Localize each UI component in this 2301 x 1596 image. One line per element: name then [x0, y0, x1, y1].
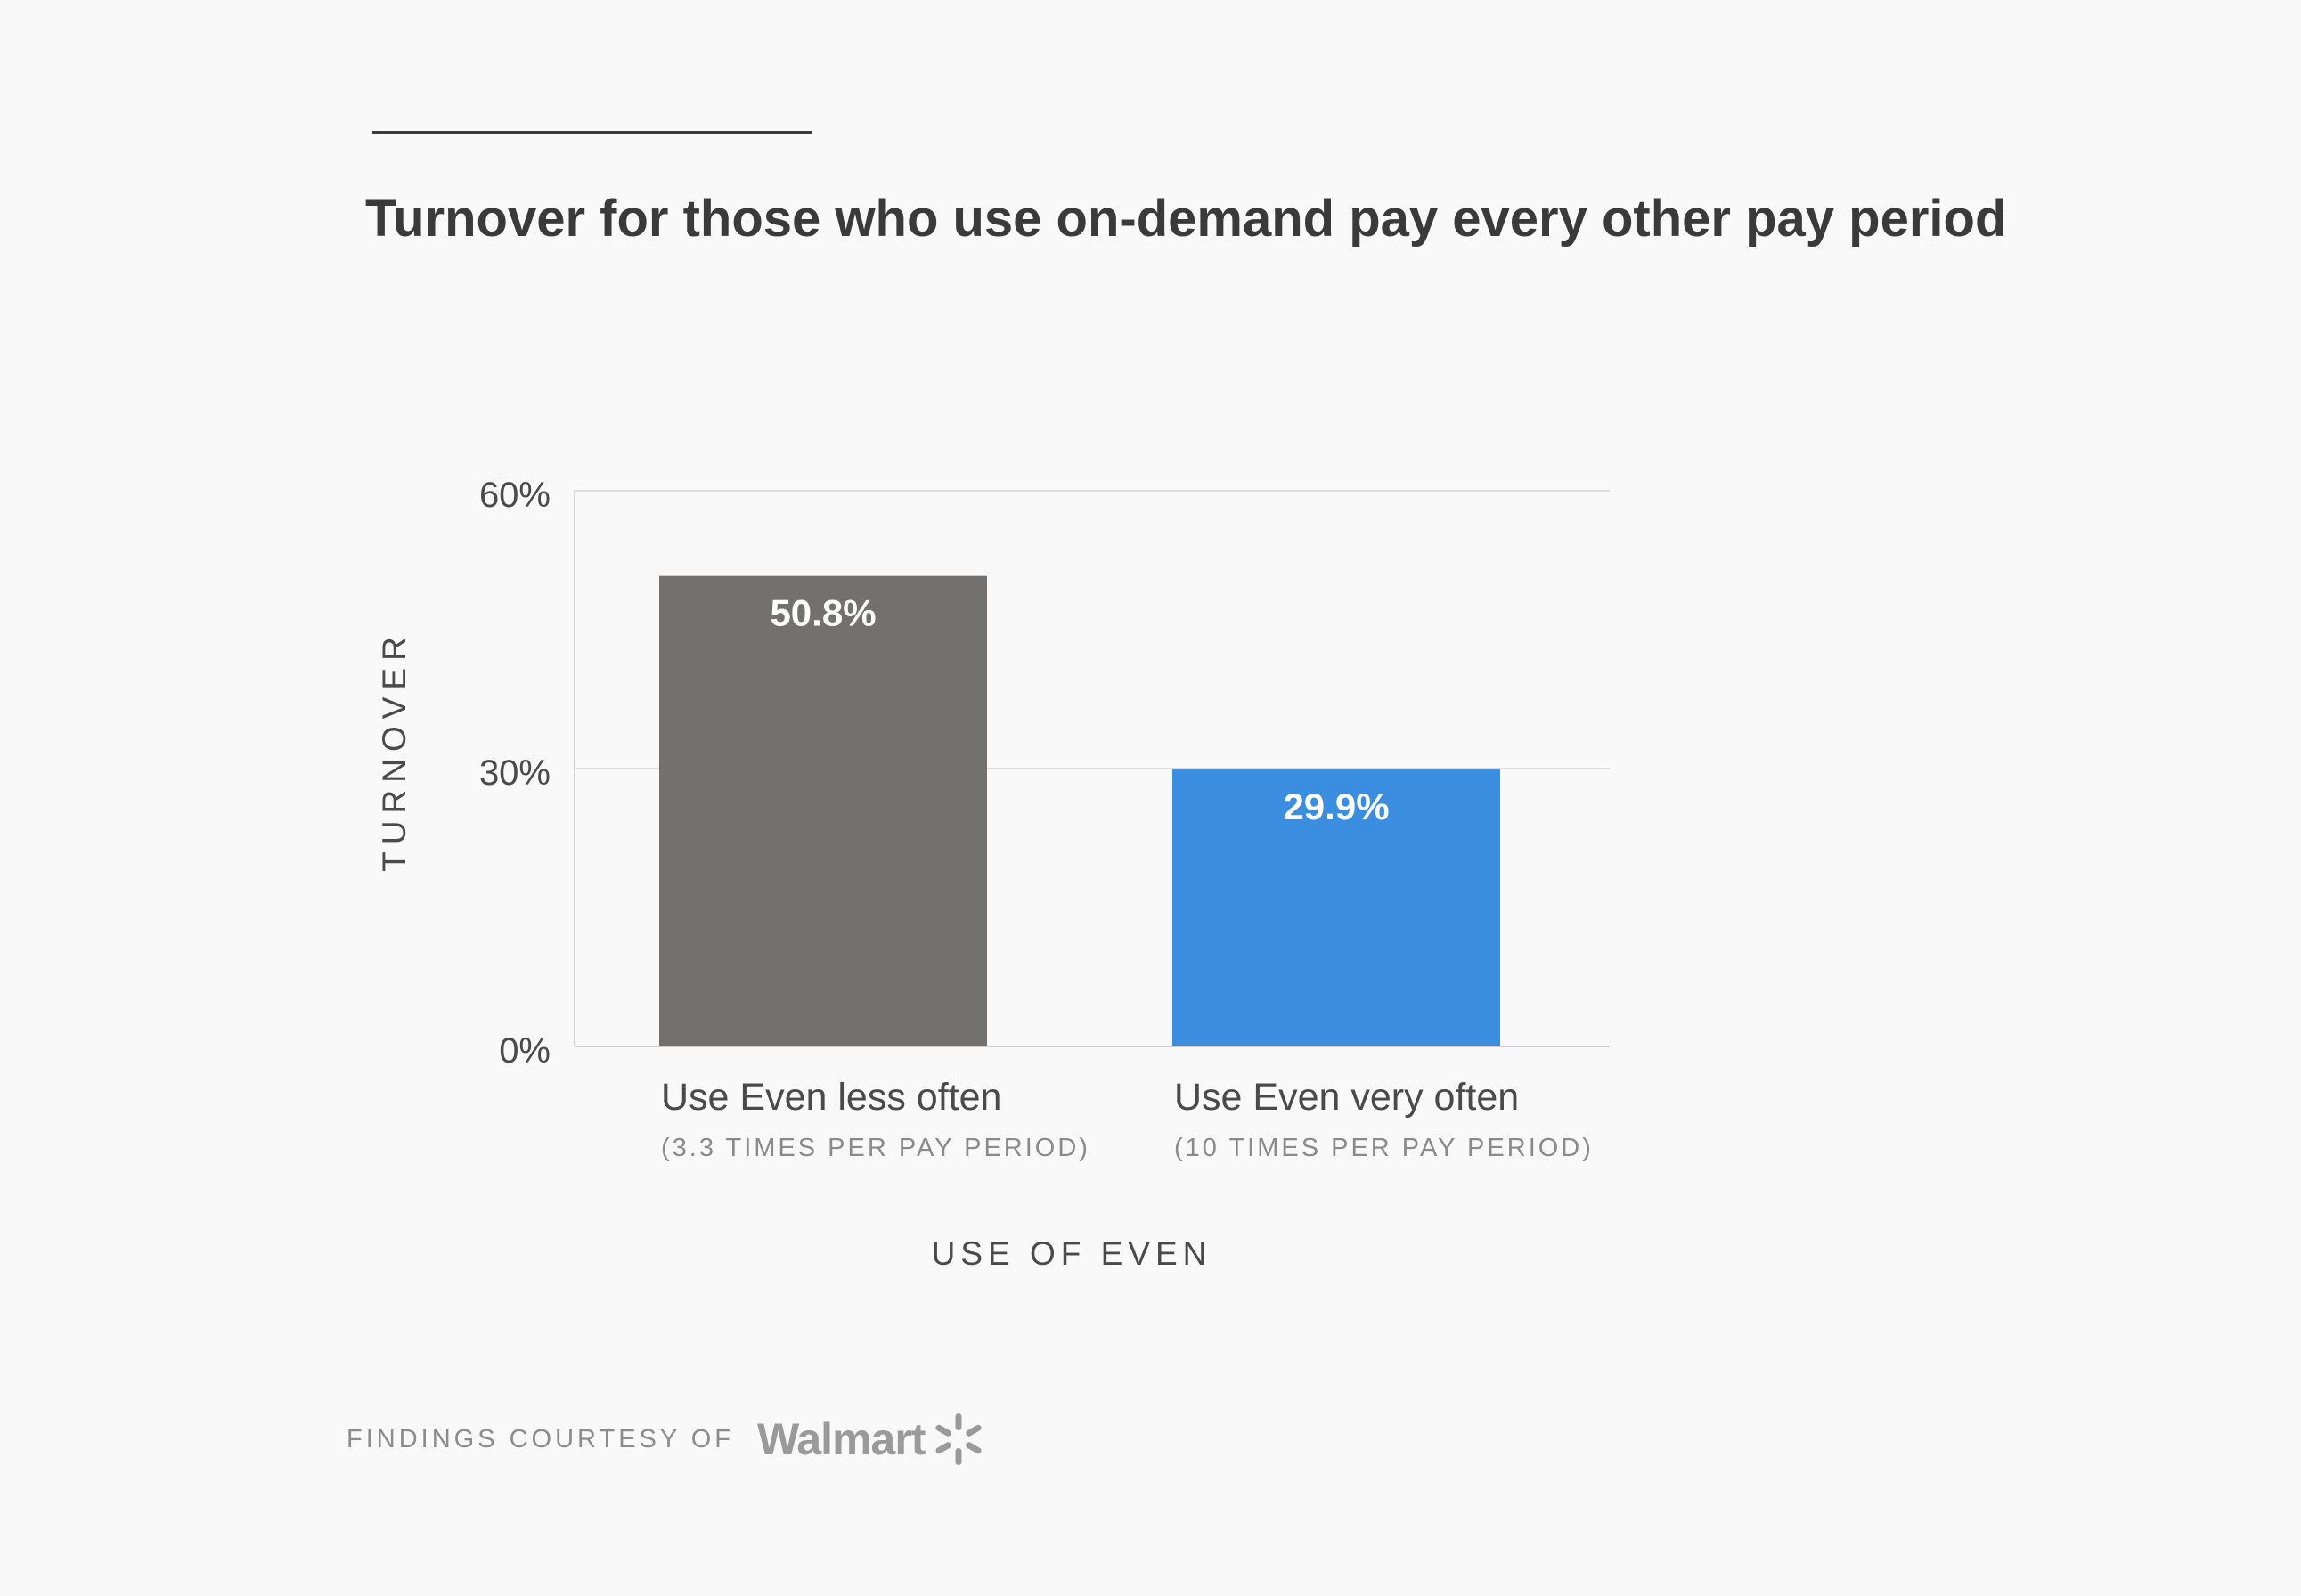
walmart-wordmark: Walmart: [757, 1414, 926, 1464]
y-tick-label: 0%: [499, 1031, 551, 1071]
y-axis-title: TURNOVER: [376, 630, 412, 872]
footer-credit-text: FINDINGS COURTESY OF: [347, 1424, 735, 1454]
data-label: 50.8%: [770, 592, 876, 634]
y-tick-label: 30%: [479, 753, 551, 793]
x-tick-sublabel: (3.3 TIMES PER PAY PERIOD): [661, 1134, 1090, 1162]
walmart-spark-icon: [935, 1413, 983, 1465]
walmart-logo: Walmart: [757, 1412, 985, 1467]
footer-credit: FINDINGS COURTESY OF Walmart: [347, 1412, 985, 1467]
y-tick-label: 60%: [479, 476, 551, 515]
x-tick-label: Use Even very often: [1174, 1076, 1519, 1119]
x-tick-sublabel: (10 TIMES PER PAY PERIOD): [1174, 1134, 1594, 1162]
bar: [659, 575, 987, 1046]
chart-title: Turnover for those who use on-demand pay…: [365, 190, 2007, 248]
data-label: 29.9%: [1283, 786, 1389, 827]
x-tick-label: Use Even less often: [661, 1076, 1001, 1119]
bar: [1172, 770, 1500, 1046]
title-rule: [372, 131, 812, 134]
x-axis-title: USE OF EVEN: [932, 1235, 1212, 1272]
